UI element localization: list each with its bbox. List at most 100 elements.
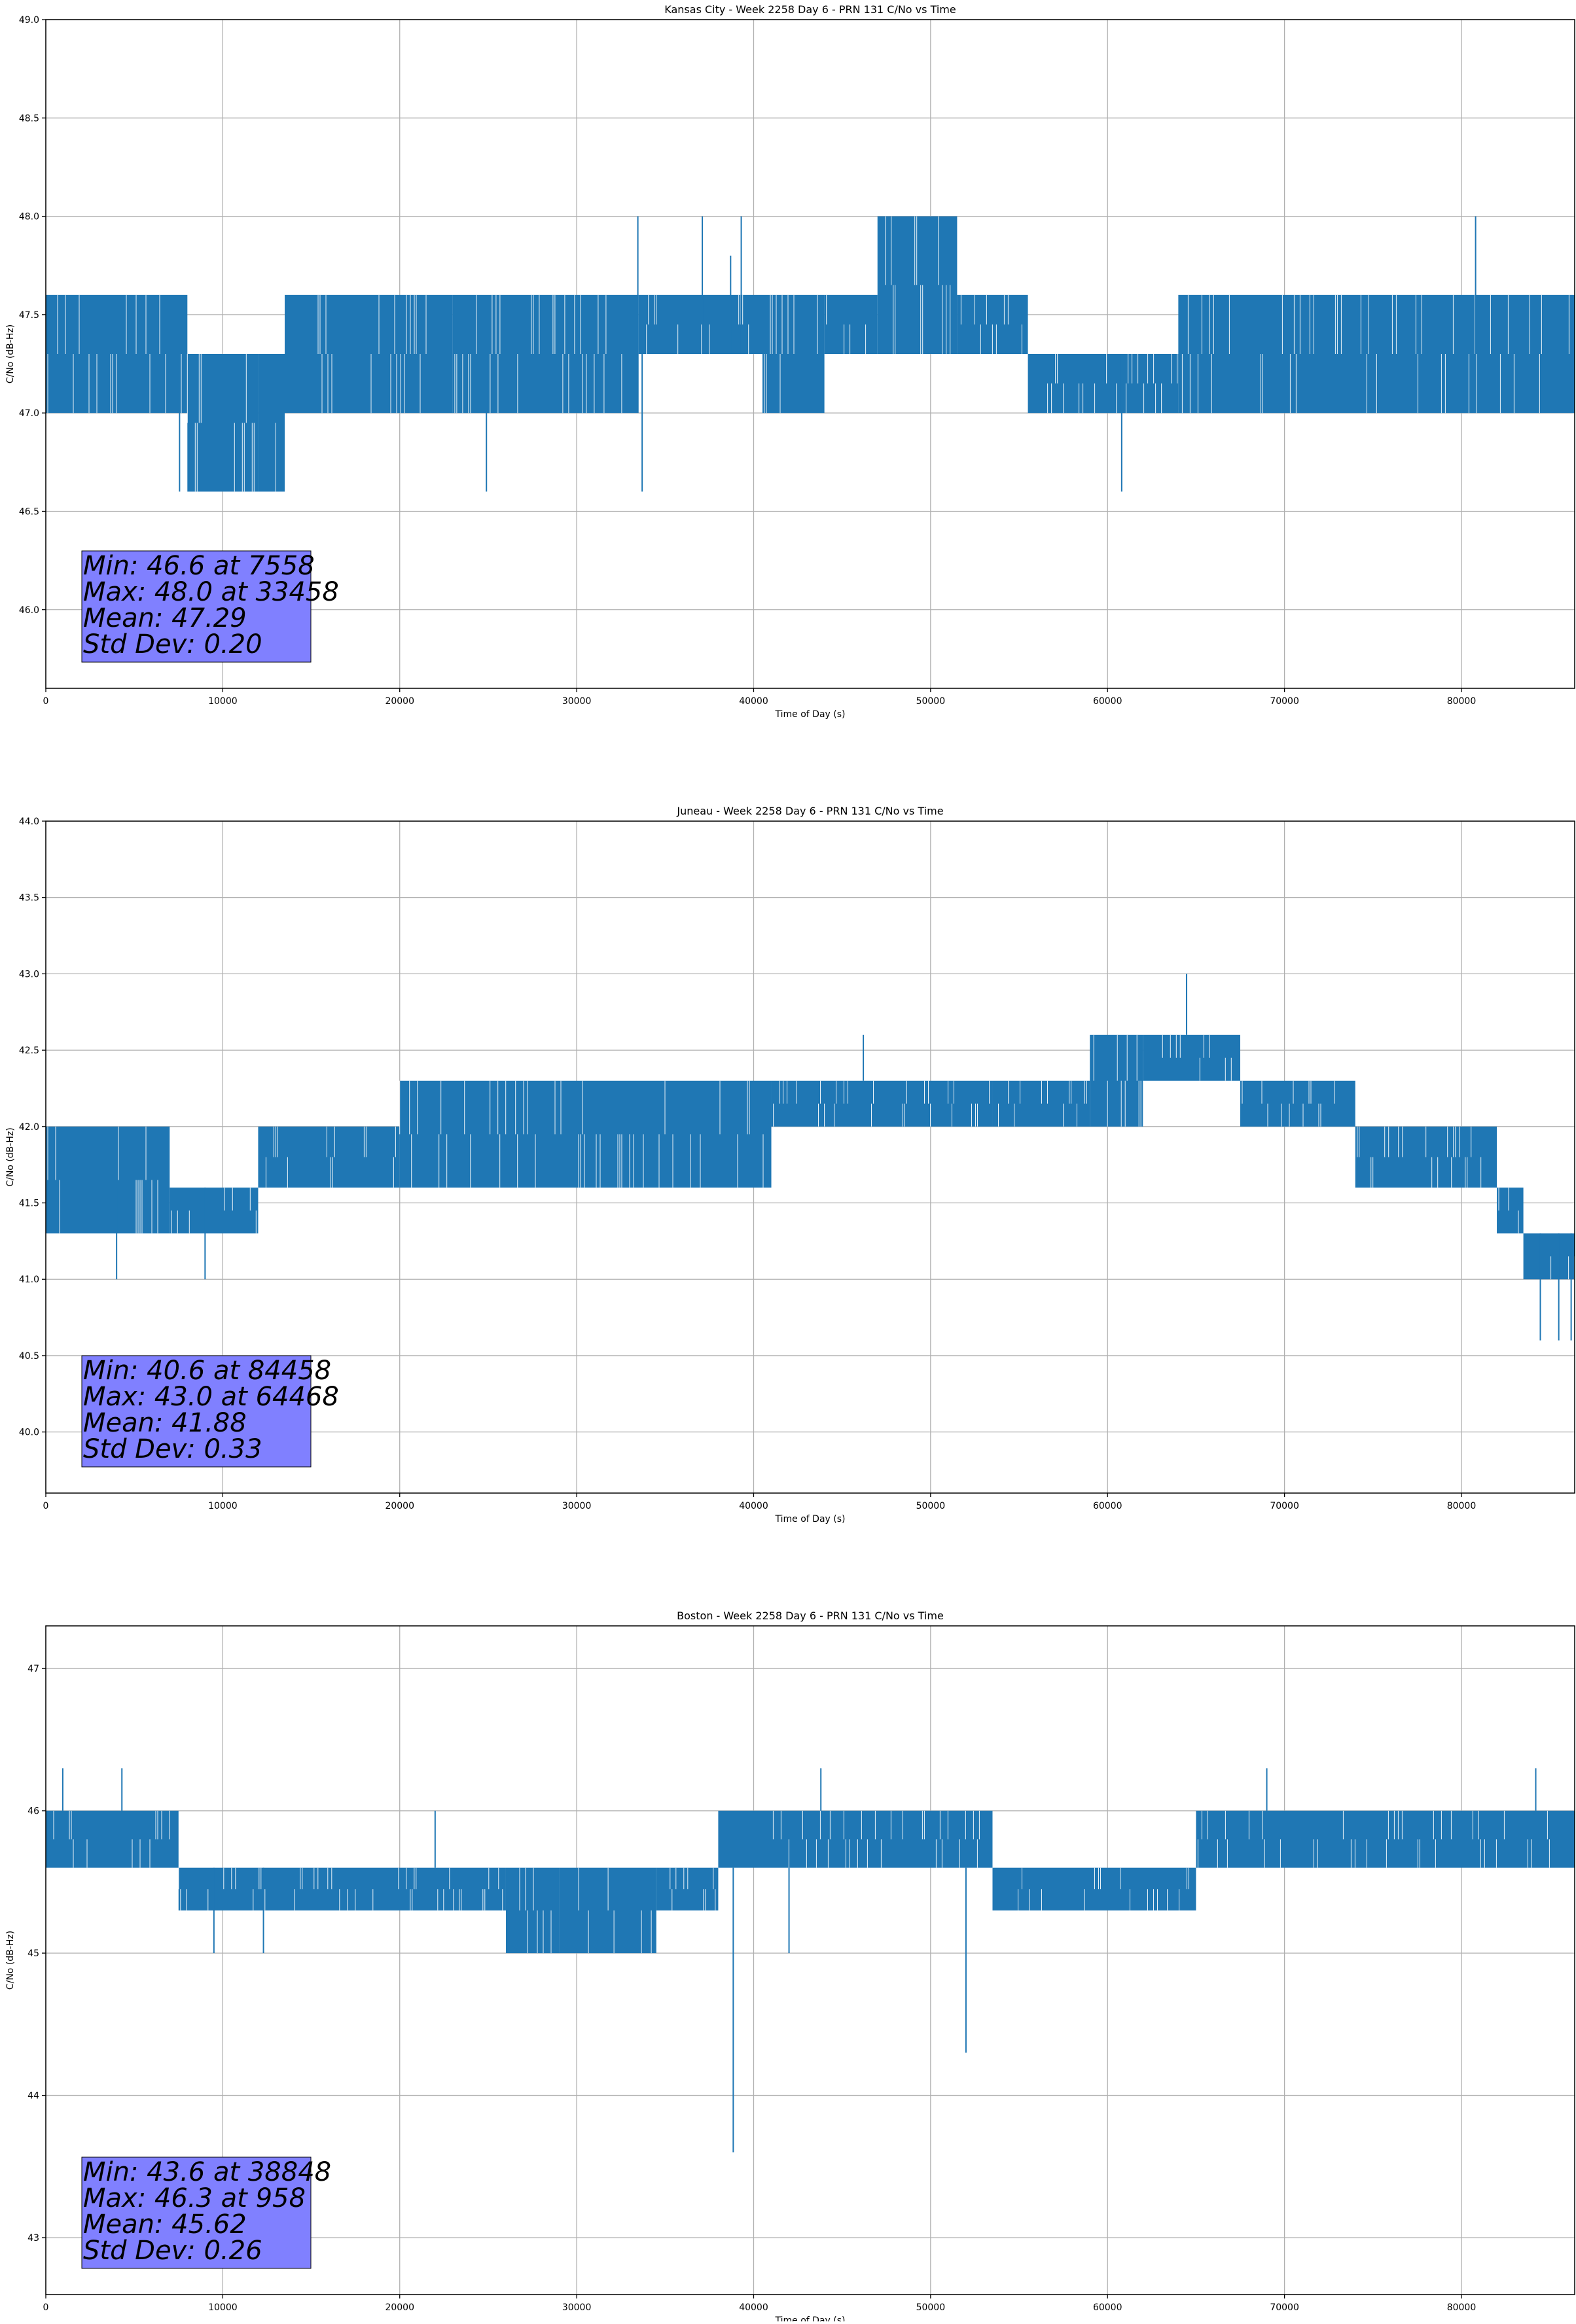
- x-tick-label-0: 0: [43, 696, 49, 707]
- band-texture-6: [764, 294, 818, 414]
- band-texture-9: [1242, 1080, 1335, 1127]
- y-ticks: 46.0 46.5 47.0 47.5 48.0 48.5 49.0: [19, 15, 46, 616]
- x-tick-label-2: 20000: [385, 1501, 414, 1511]
- x-ticks: 0 10000 20000 30000 40000 50000 60000 70000 8000…: [43, 1493, 1477, 1511]
- stats-box-background: [81, 1355, 312, 1468]
- band-segment-3: [559, 1867, 656, 1954]
- band-segment-12: [1523, 1233, 1575, 1280]
- stats-std-dev: Std Dev: 0.20: [83, 629, 262, 660]
- chart-panel-boston: 0 10000 20000 30000 40000 50000 60000 70000 8000…: [5, 1610, 1575, 2324]
- y-tick-label-3: 46: [27, 1806, 39, 1817]
- band-texture-5: [773, 1080, 990, 1127]
- band-segment-7: [824, 294, 878, 354]
- y-tick-label-7: 43.5: [19, 893, 39, 904]
- band-texture-5: [772, 1810, 980, 1868]
- band-segment-5: [771, 1080, 993, 1127]
- band-texture-11: [1181, 294, 1569, 414]
- band-texture-0: [47, 294, 182, 414]
- band-segment-4: [656, 1867, 719, 1910]
- band-texture-4: [454, 294, 622, 414]
- x-tick-label-0: 0: [43, 1501, 49, 1511]
- band-segment-3: [399, 1080, 524, 1188]
- band-texture-0: [47, 1126, 158, 1234]
- x-tick-label-3: 30000: [562, 696, 592, 707]
- stats-max: Max: 46.3 at 958: [83, 2183, 306, 2213]
- y-tick-label-3: 41.5: [19, 1199, 39, 1209]
- y-tick-label-4: 42.0: [19, 1122, 39, 1133]
- x-tick-label-8: 80000: [1447, 696, 1477, 707]
- band-segment-0: [46, 1126, 170, 1234]
- y-tick-label-6: 43.0: [19, 969, 39, 979]
- band-segment-6: [992, 1867, 1196, 1910]
- stats-box-background: [81, 550, 312, 663]
- plot-frame: [45, 1625, 1575, 2295]
- y-axis-label: C/No (dB-Hz): [5, 1127, 16, 1186]
- stats-mean: Mean: 41.88: [83, 1408, 247, 1438]
- band-segment-1: [170, 1188, 259, 1234]
- data-series-cno: [46, 1768, 1575, 2153]
- band-texture-8: [885, 216, 951, 354]
- x-ticks: 0 10000 20000 30000 40000 50000 60000 70000 8000…: [43, 688, 1477, 707]
- x-tick-label-1: 10000: [208, 696, 238, 707]
- y-tick-label-0: 40.0: [19, 1428, 39, 1438]
- x-tick-label-1: 10000: [208, 2302, 238, 2313]
- band-segment-3: [285, 294, 453, 414]
- x-tick-label-6: 60000: [1093, 1501, 1122, 1511]
- y-tick-label-5: 42.5: [19, 1046, 39, 1056]
- band-texture-6: [1018, 1867, 1189, 1910]
- y-tick-label-2: 45: [27, 1948, 39, 1959]
- data-series-cno: [46, 974, 1575, 1341]
- stats-min: Min: 46.6 at 7558: [83, 551, 315, 581]
- y-tick-label-8: 44.0: [19, 817, 39, 827]
- x-tick-label-4: 40000: [739, 2302, 768, 2313]
- x-tick-label-0: 0: [43, 2302, 49, 2313]
- band-texture-0: [53, 1810, 170, 1868]
- x-tick-label-4: 40000: [739, 1501, 768, 1511]
- band-segment-9: [1240, 1080, 1355, 1127]
- band-segment-8: [1143, 1034, 1240, 1081]
- band-texture-3: [317, 294, 427, 414]
- x-axis-label: Time of Day (s): [775, 709, 846, 720]
- y-tick-label-1: 44: [27, 2091, 39, 2102]
- y-tick-label-0: 46.0: [19, 605, 39, 616]
- band-segment-8: [877, 216, 958, 354]
- y-tick-label-3: 47.5: [19, 310, 39, 321]
- band-texture-4: [523, 1080, 764, 1188]
- x-tick-label-4: 40000: [739, 696, 768, 707]
- band-segment-1: [187, 354, 259, 492]
- data-series-cno: [46, 216, 1575, 492]
- band-segment-1: [178, 1867, 506, 1910]
- stats-std-dev: Std Dev: 0.26: [83, 2236, 262, 2266]
- y-ticks: 43 44 45 46 47: [27, 1664, 46, 2244]
- stats-std-dev: Std Dev: 0.33: [83, 1434, 262, 1464]
- y-tick-label-2: 41.0: [19, 1275, 39, 1285]
- y-tick-label-1: 46.5: [19, 506, 39, 517]
- y-axis-label: C/No (dB-Hz): [5, 325, 16, 383]
- x-tick-label-2: 20000: [385, 2302, 414, 2313]
- band-texture-10: [1357, 1126, 1482, 1188]
- band-segment-2: [258, 354, 285, 492]
- stats-min: Min: 43.6 at 38848: [83, 2157, 331, 2187]
- y-tick-label-5: 48.5: [19, 113, 39, 124]
- x-tick-label-7: 70000: [1270, 1501, 1299, 1511]
- x-tick-label-8: 80000: [1447, 2302, 1477, 2313]
- chart-title: Juneau - Week 2258 Day 6 - PRN 131 C/No …: [676, 805, 943, 817]
- band-segment-2: [505, 1867, 560, 1954]
- band-texture-11: [1498, 1188, 1519, 1234]
- chart-title: Boston - Week 2258 Day 6 - PRN 131 C/No …: [677, 1610, 944, 1622]
- stats-annotation: Min: 43.6 at 38848 Max: 46.3 at 958 Mean…: [81, 2157, 331, 2269]
- band-texture-7: [1093, 1034, 1141, 1127]
- x-tick-label-3: 30000: [562, 1501, 592, 1511]
- band-texture-1: [187, 354, 255, 492]
- band-texture-7: [826, 294, 867, 354]
- band-texture-9: [960, 294, 1022, 354]
- stats-annotation: Min: 40.6 at 84458 Max: 43.0 at 64468 Me…: [81, 1355, 339, 1468]
- y-tick-label-4: 47: [27, 1664, 39, 1674]
- band-segment-4: [452, 294, 639, 414]
- x-tick-label-8: 80000: [1447, 1501, 1477, 1511]
- stats-max: Max: 48.0 at 33458: [83, 577, 339, 607]
- band-texture-2: [265, 1126, 396, 1188]
- band-texture-3: [399, 1080, 518, 1188]
- band-texture-6: [998, 1080, 1087, 1127]
